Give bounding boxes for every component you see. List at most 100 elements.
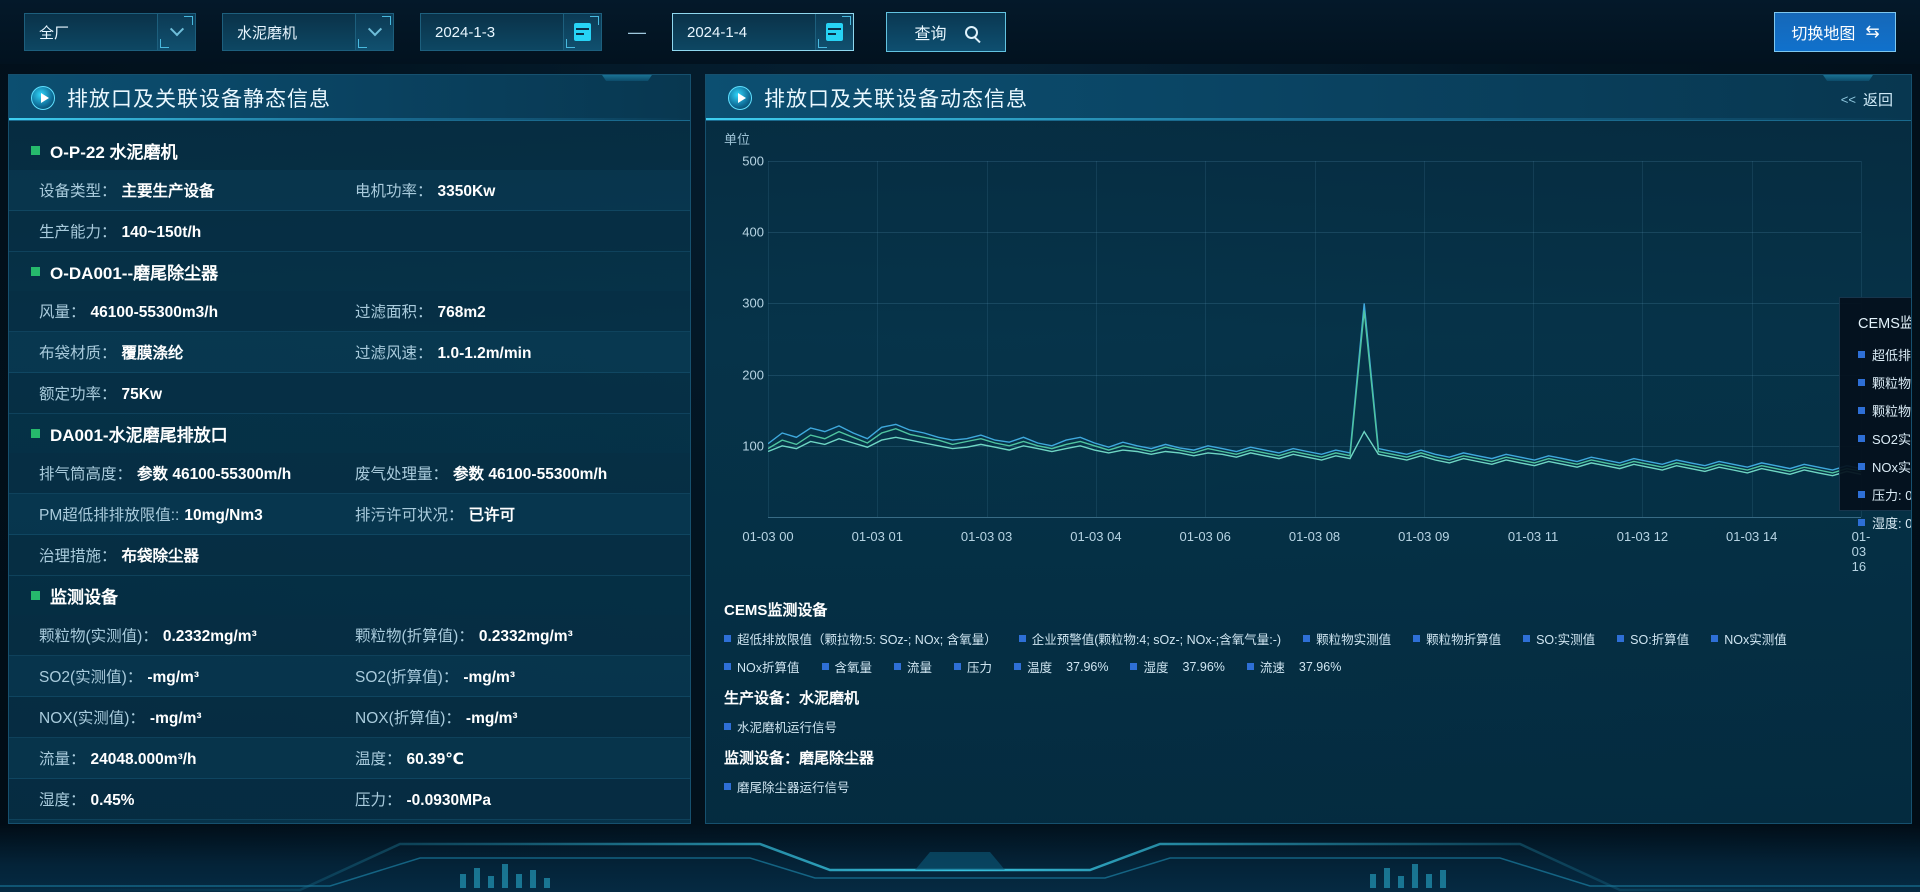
chart-x-tick: 01-03 09 [1398,529,1450,544]
chart-x-tick: 01-03 08 [1288,529,1341,544]
tooltip-item-label: 颗粒物实测值: 0.1835 [1872,376,1912,391]
legend-item[interactable]: 水泥磨机运行信号 [724,717,837,736]
chart-gridline [768,374,1861,376]
chart-vgridline [1533,161,1535,517]
calendar-icon[interactable] [815,14,853,50]
chevron-down-icon[interactable] [157,14,195,50]
tooltip-item: SO2实测值: SO2实测值: [1858,429,1911,448]
timeseries-chart: 100 200 300 400 500 01-03 00 01-03 01 01-03 03… [706,147,1911,587]
legend-item[interactable]: 企业预警值(颗粒物:4; sOz-; NOx-;含氧气量:-) [1018,629,1281,648]
legend-production-title: 生产设备：水泥磨机 [724,690,860,707]
info-label: 废气处理量： [355,466,449,483]
legend-marker-icon [1246,663,1254,670]
chart-y-tick: 300 [742,295,764,311]
tooltip-bullet-icon [1858,351,1865,358]
info-cell: 风量： 46100-55300m3/h [39,300,355,322]
legend-item[interactable]: 颗粒物实测值 [1303,629,1391,648]
info-label: PM超低排排放限值:: [39,507,180,524]
legend-item[interactable]: 压力 [954,657,992,676]
info-row: 风量： 46100-55300m3/h 过滤面积： 768m2 [9,291,690,332]
legend-item[interactable]: 流速 37.96% [1246,657,1341,676]
legend-item[interactable]: SO:实测值 [1523,629,1595,648]
group-title: O-P-22 水泥磨机 [50,143,178,162]
legend-item[interactable]: NOx实测值 [1711,629,1787,648]
chart-x-axis-line [768,517,1861,518]
chart-x-tick: 01-03 16 [1851,529,1871,574]
plant-select[interactable]: 全厂 [24,13,196,51]
info-cell: 设备类型： 主要生产设备 [39,179,355,201]
legend-item[interactable]: 颗粒物折算值 [1413,629,1501,648]
legend-item[interactable]: 湿度 37.96% [1130,657,1225,676]
legend-item[interactable]: SO:折算值 [1617,629,1689,648]
info-cell: NOX(折算值)： -mg/m³ [355,706,518,728]
legend-marker-icon [724,783,731,790]
calendar-icon[interactable] [563,14,601,50]
info-row: 颗粒物(实测值)： 0.2332mg/m³ 颗粒物(折算值)： 0.2332mg/m³ [9,615,690,656]
chevron-down-icon[interactable] [355,14,393,50]
chart-y-tick: 200 [742,367,764,383]
info-row: NOX(实测值)： -mg/m³ NOX(折算值)： -mg/m³ [9,697,690,738]
back-button[interactable]: << 返回 [1841,89,1893,110]
info-value: 0.2332mg/m³ [162,628,257,645]
legend-item[interactable]: 超低排放限值（颗拉物:5: SOz-; NOx; 含氧量） [724,629,997,648]
tooltip-item: 超低排放限值（颗拉物:5: SOz-; NOx; 含氧量）：100% [1858,345,1911,364]
tooltip-column-cems: CEMS监测设备 超低排放限值（颗拉物:5: SOz-; NOx; 含氧量）：1… [1858,312,1912,541]
group-header: O-DA001--磨尾除尘器 [9,252,690,291]
info-row: 布袋材质： 覆膜涤纶 过滤风速： 1.0-1.2m/min [9,332,690,373]
legend-item[interactable]: 磨尾除尘器运行信号 [724,777,850,796]
info-value: 140~150t/h [121,224,202,241]
info-value: 参数 46100-55300m/h [453,466,608,483]
query-button[interactable]: 查询 [886,12,1006,52]
info-label: 生产能力： [39,224,117,241]
date-start-input[interactable]: 2024-1-3 [420,13,602,51]
date-end-value: 2024-1-4 [687,23,748,41]
info-label: 设备类型： [39,183,117,200]
legend-item-percent: 37.96% [1182,659,1225,674]
chart-gridline [768,161,1861,162]
chart-series-layer [768,303,1861,477]
legend-item[interactable]: NOx折算值 [724,657,800,676]
static-info-header: 排放口及关联设备静态信息 [9,75,690,121]
legend-item[interactable]: 流量 [894,657,932,676]
legend-production-items: 水泥磨机运行信号 [724,717,1904,745]
legend-marker-icon [1014,663,1022,670]
info-label: 布袋材质： [39,345,117,362]
chart-vgridline [877,161,879,517]
info-value: 24048.000m³/h [90,751,197,768]
device-select[interactable]: 水泥磨机 [222,13,394,51]
chart-x-tick: 01-03 06 [1179,529,1231,544]
chart-vgridline [1642,161,1644,517]
legend-item[interactable]: 含氧量 [821,657,873,676]
dynamic-info-panel: 排放口及关联设备动态信息 << 返回 单位 100 200 300 400 500 01… [705,74,1912,824]
plant-select-value: 全厂 [39,24,70,42]
bottom-deco-graphic [0,842,1920,892]
legend-item[interactable]: 温度 37.96% [1014,657,1108,676]
date-end-input[interactable]: 2024-1-4 [672,13,854,51]
tooltip-item: NOx实测值: NOx实测值: [1858,457,1911,476]
panel-corner-decoration [598,75,656,81]
map-toggle-button[interactable]: 切换地图 ⇆ [1774,12,1896,52]
legend-item-label: NOx折算值 [737,661,800,675]
chart-vgridline [768,161,769,517]
info-value: 参数 46100-55300m/h [137,466,292,483]
info-value: 46100-55300m3/h [90,304,219,321]
info-cell: 颗粒物(折算值)： 0.2332mg/m³ [355,624,573,646]
legend-item-label: SO:折算值 [1630,633,1690,647]
info-cell: 排污许可状况： 已许可 [355,503,515,525]
legend-item-label: 含氧量 [834,661,873,675]
info-cell: SO2(折算值)： -mg/m³ [355,665,515,687]
chart-gridline [768,303,1861,305]
play-orb-icon [728,85,752,110]
info-row: 流量： 24048.000m³/h 温度： 60.39℃ [9,738,690,779]
tooltip-bullet-icon [1858,407,1865,414]
info-label: 风量： [39,304,86,321]
group-title: DA001-水泥磨尾排放口 [50,426,228,445]
info-row: SO2(实测值)： -mg/m³ SO2(折算值)： -mg/m³ [9,656,690,697]
dynamic-info-body: 单位 100 200 300 400 500 01-03 00 01-03 01 01-03… [706,121,1911,823]
chart-vgridline [986,161,988,517]
info-label: 过滤风速： [355,345,433,362]
info-cell: 温度： 60.39℃ [355,747,464,769]
info-value: 主要生产设备 [121,183,215,200]
info-value: -mg/m³ [463,669,516,686]
legend-marker-icon [724,723,731,730]
